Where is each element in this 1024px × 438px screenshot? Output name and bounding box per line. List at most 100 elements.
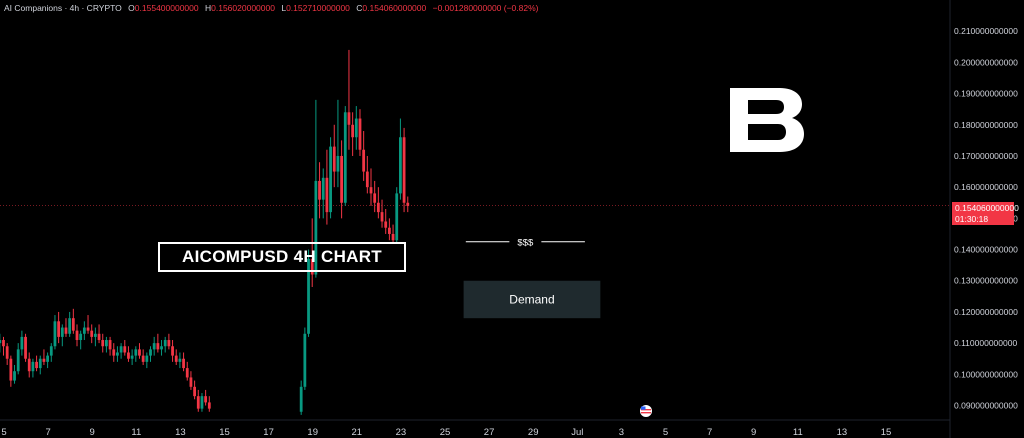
candle-body: [5, 346, 9, 359]
candle-body: [391, 233, 395, 241]
candle: [134, 346, 138, 362]
candle: [24, 333, 27, 362]
time-tick-label: 5: [1, 427, 6, 438]
price-tick-label: 0.110000000000: [954, 338, 1017, 348]
candle: [399, 118, 402, 200]
candle-body: [119, 346, 123, 353]
candle-body: [86, 327, 90, 331]
flag-canton: [641, 406, 646, 410]
candle-body: [193, 386, 197, 397]
time-tick-label: 9: [751, 427, 756, 438]
candle-body: [9, 358, 13, 381]
candle: [2, 336, 5, 356]
candle-body: [16, 349, 20, 372]
candle-body: [24, 336, 27, 359]
annotation-layer: Demand $$$: [0, 205, 950, 319]
current-price-value: 0.154060000000: [955, 203, 1019, 213]
open-label: O: [128, 3, 135, 13]
candle-body: [387, 227, 391, 234]
time-tick-label: 15: [219, 427, 230, 438]
candle-body: [49, 346, 53, 356]
candle-body: [321, 177, 325, 200]
candle: [174, 349, 178, 365]
time-tick-label: 3: [619, 427, 624, 438]
time-tick-label: 27: [484, 427, 495, 438]
candle-body: [152, 343, 156, 350]
candle: [318, 162, 321, 219]
candle-body: [134, 349, 138, 356]
candle-body: [332, 146, 336, 172]
current-price-tag: 0.154060000000 01:30:18: [952, 202, 1019, 225]
candle: [42, 349, 46, 365]
candle-body: [130, 355, 134, 359]
candle: [75, 324, 79, 347]
candle: [307, 249, 310, 337]
candle: [402, 127, 406, 213]
candle: [112, 343, 116, 362]
candle-body: [182, 358, 185, 369]
candle-body: [167, 340, 171, 347]
candle: [196, 389, 200, 412]
candle: [321, 168, 325, 219]
candle: [343, 106, 347, 206]
candle-body: [57, 321, 61, 337]
candle-body: [196, 396, 200, 409]
time-tick-label: 29: [528, 427, 539, 438]
low-label: L: [281, 3, 287, 13]
candle: [182, 352, 185, 372]
candle: [193, 380, 197, 400]
candle: [90, 324, 94, 344]
price-tick-label: 0.200000000000: [954, 57, 1018, 67]
candle-body: [82, 327, 86, 334]
candle: [49, 343, 53, 362]
candle-body: [123, 346, 127, 353]
symbol-name: AI Companions · 4h · CRYPTO: [4, 3, 122, 13]
candle: [149, 346, 152, 362]
candle: [57, 311, 61, 344]
candle: [141, 349, 145, 365]
candle: [163, 336, 167, 353]
candle-body: [369, 187, 373, 194]
time-tick-label: 7: [707, 427, 712, 438]
time-tick-label: 15: [881, 427, 892, 438]
time-tick-label: 13: [175, 427, 186, 438]
candle-body: [116, 352, 119, 356]
candle: [354, 106, 358, 150]
candle-body: [64, 327, 68, 334]
candle: [13, 364, 16, 384]
candle: [20, 330, 24, 356]
candle-body: [68, 318, 72, 334]
candle: [310, 218, 314, 287]
candle: [127, 346, 130, 362]
candle-body: [303, 333, 307, 387]
candle-body: [101, 340, 105, 347]
candle: [9, 355, 13, 387]
candle: [314, 99, 318, 278]
candle: [35, 355, 38, 372]
candle: [31, 358, 35, 378]
candle: [145, 352, 149, 369]
candle: [303, 327, 307, 390]
candle-body: [343, 112, 347, 203]
candle: [406, 196, 410, 213]
candle: [138, 343, 141, 359]
candle-body: [380, 212, 384, 222]
candle-body: [2, 340, 5, 347]
candle: [387, 218, 391, 241]
demand-zone-label: Demand: [509, 292, 554, 306]
candle: [53, 315, 57, 350]
candle: [79, 330, 83, 350]
candle: [38, 355, 42, 375]
candle: [200, 393, 204, 412]
price-tick-label: 0.100000000000: [954, 369, 1018, 379]
candle: [93, 327, 97, 347]
candle-body: [200, 396, 204, 409]
candle: [119, 343, 123, 359]
candle-body: [402, 137, 406, 203]
liquidity-label: $$$: [517, 237, 534, 248]
price-tick-label: 0.180000000000: [954, 120, 1018, 130]
candle-body: [384, 221, 388, 228]
candle: [123, 340, 127, 356]
candle-body: [207, 402, 211, 409]
